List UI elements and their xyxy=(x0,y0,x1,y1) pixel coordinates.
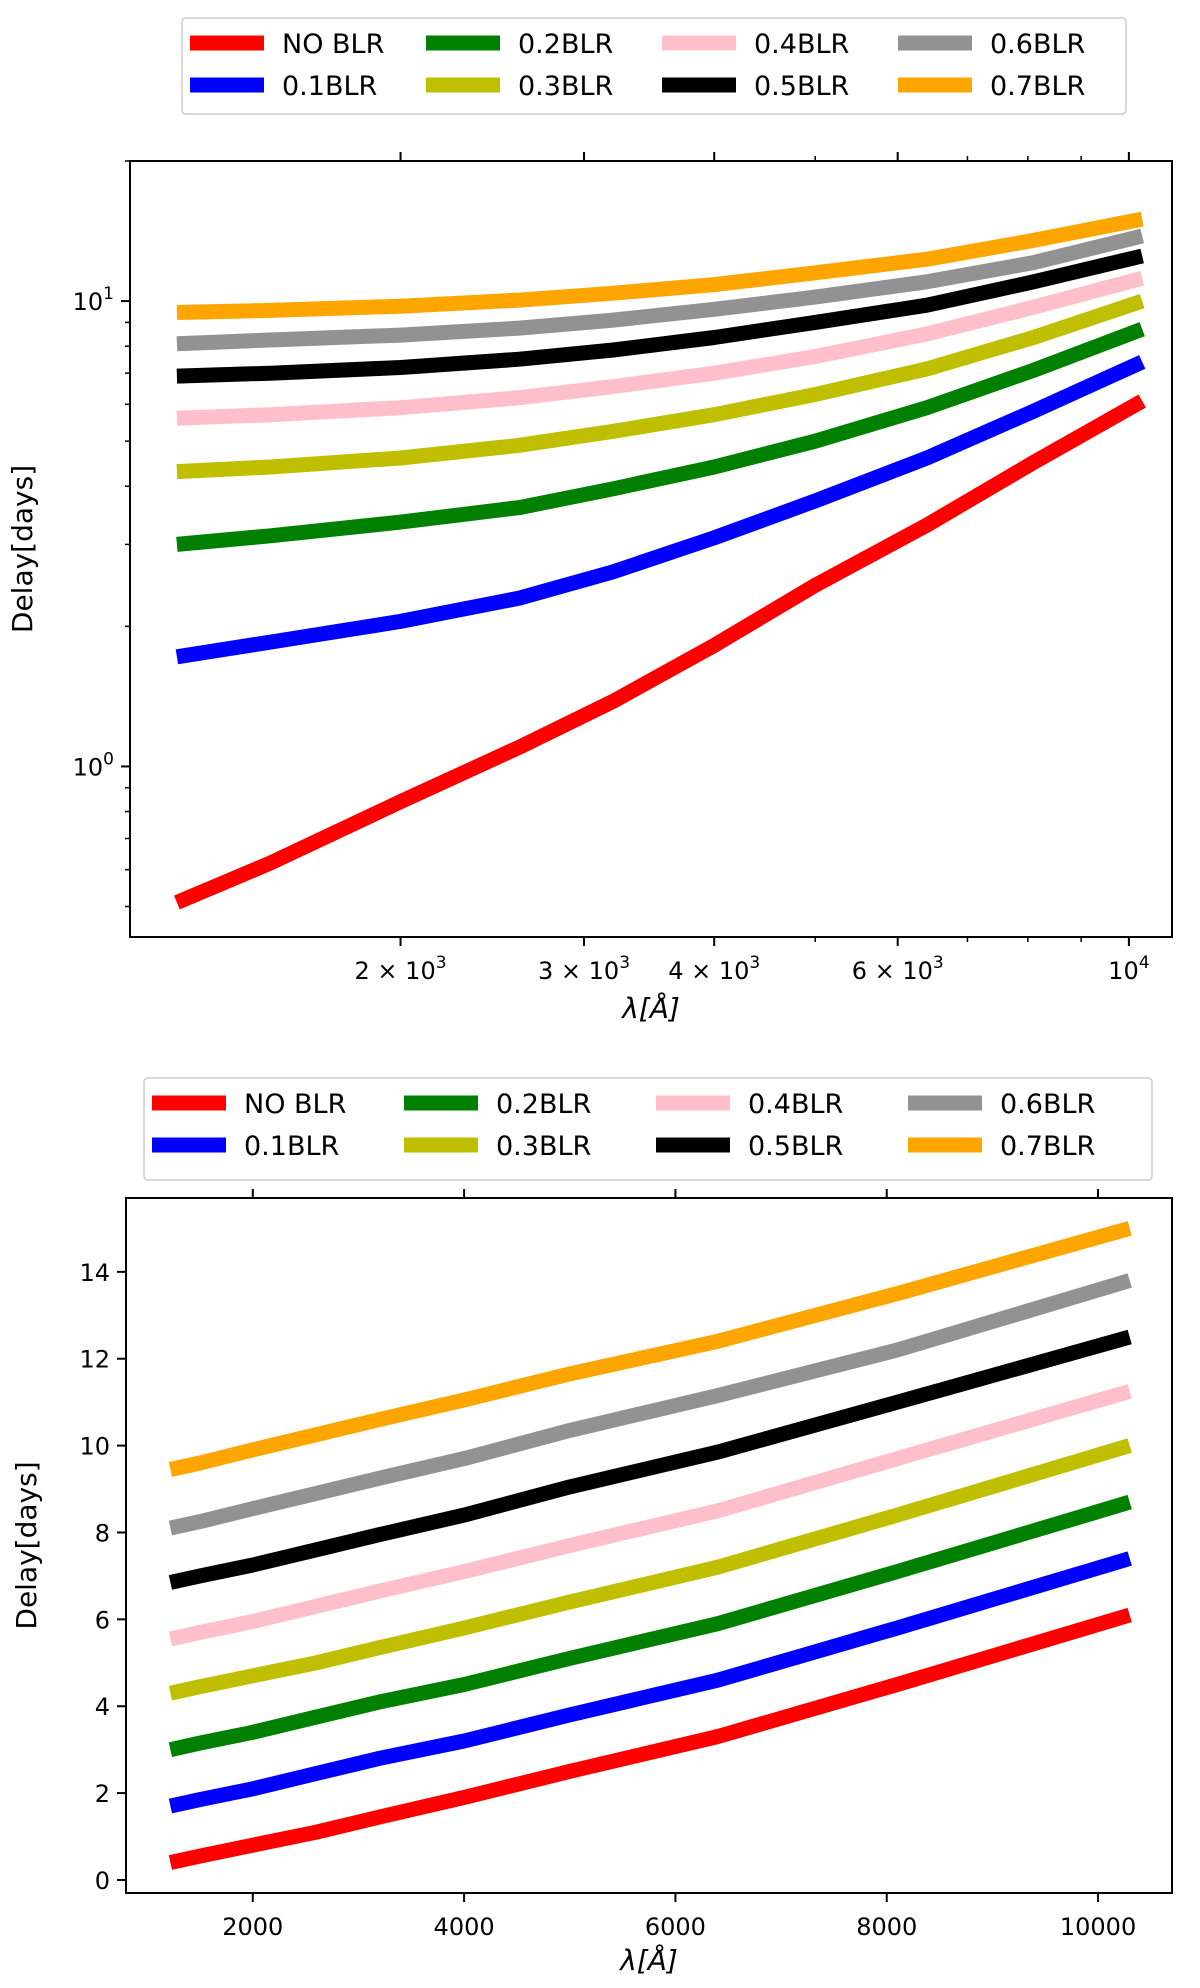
bottom-y-tick-label: 12 xyxy=(79,1346,110,1374)
top-series-line-0-5blr xyxy=(176,248,1144,384)
bottom-legend-label-0-5blr: 0.5BLR xyxy=(748,1131,843,1162)
top-x-tick-label: 4 × 103 xyxy=(668,953,760,985)
bottom-series-line-0-7blr xyxy=(168,1221,1132,1477)
top-series-line-0-3blr xyxy=(176,293,1145,480)
bottom-y-axis-label: Delay[days] xyxy=(10,1461,43,1629)
top-legend: NO BLR 0.1BLR 0.2BLR 0.3BLR 0.4BLR 0.5BLR 0.6B… xyxy=(181,17,1127,115)
bottom-y-tick-label: 6 xyxy=(95,1606,110,1634)
bottom-legend-label-0-7blr: 0.7BLR xyxy=(1000,1131,1095,1162)
top-x-tick-label: 6 × 103 xyxy=(852,953,944,985)
bottom-x-tick-label: 4000 xyxy=(434,1913,495,1941)
top-x-axis-label: λ[Å] xyxy=(620,991,680,1025)
bottom-series-line-0-3blr xyxy=(168,1438,1132,1701)
bottom-series-line-0-6blr xyxy=(168,1273,1132,1536)
bottom-legend: NO BLR 0.1BLR 0.2BLR 0.3BLR 0.4BLR 0.5BLR 0.6B… xyxy=(143,1077,1153,1181)
bottom-y-tick-label: 0 xyxy=(95,1867,110,1895)
bottom-series-line-0-1blr xyxy=(168,1551,1132,1814)
top-series-line-0-7blr xyxy=(176,211,1144,320)
top-legend-label-0-1blr: 0.1BLR xyxy=(282,71,377,102)
bottom-series-line-0-4blr xyxy=(168,1384,1132,1647)
bottom-y-tick-label: 10 xyxy=(79,1433,110,1461)
top-legend-label-0-6blr: 0.6BLR xyxy=(990,29,1085,60)
top-x-tick-label: 104 xyxy=(1108,953,1149,985)
top-x-tick-label: 2 × 103 xyxy=(355,953,447,985)
bottom-y-tick-label: 2 xyxy=(95,1780,110,1808)
bottom-x-tick-label: 10000 xyxy=(1060,1913,1136,1941)
bottom-legend-label-0-1blr: 0.1BLR xyxy=(244,1131,339,1162)
top-y-tick-label: 101 xyxy=(73,284,114,316)
top-y-axis-label: Delay[days] xyxy=(6,465,39,633)
bottom-legend-label-0-3blr: 0.3BLR xyxy=(496,1131,591,1162)
top-chart: 2 × 103 3 × 103 4 × 103 6 × 103 104 100 101 λ[Å… xyxy=(6,17,1173,1025)
top-legend-label-0-5blr: 0.5BLR xyxy=(754,71,849,102)
top-series-line-no-blr xyxy=(173,394,1146,910)
top-plot-frame xyxy=(129,160,1173,938)
bottom-legend-label-0-4blr: 0.4BLR xyxy=(748,1089,843,1120)
bottom-legend-label-0-6blr: 0.6BLR xyxy=(1000,1089,1095,1120)
bottom-x-tick-label: 6000 xyxy=(645,1913,706,1941)
top-series-line-0-4blr xyxy=(176,270,1145,426)
top-legend-label-no-blr: NO BLR xyxy=(282,29,384,60)
top-x-tick-label: 3 × 103 xyxy=(538,953,630,985)
bottom-x-axis-label: λ[Å] xyxy=(618,1943,678,1977)
top-legend-label-0-4blr: 0.4BLR xyxy=(754,29,849,60)
bottom-series-line-0-2blr xyxy=(168,1494,1132,1758)
top-legend-label-0-2blr: 0.2BLR xyxy=(518,29,613,60)
top-legend-label-0-7blr: 0.7BLR xyxy=(990,71,1085,102)
bottom-plot-frame xyxy=(125,1197,1173,1894)
bottom-y-tick-label: 8 xyxy=(95,1519,110,1547)
bottom-legend-label-0-2blr: 0.2BLR xyxy=(496,1089,591,1120)
bottom-y-tick-label: 4 xyxy=(95,1693,110,1721)
bottom-series-line-0-5blr xyxy=(168,1329,1132,1590)
top-y-tick-label: 100 xyxy=(73,749,114,781)
top-legend-label-0-3blr: 0.3BLR xyxy=(518,71,613,102)
bottom-y-tick-label: 14 xyxy=(79,1259,110,1287)
bottom-x-tick-label: 2000 xyxy=(222,1913,283,1941)
bottom-legend-box xyxy=(143,1077,1153,1181)
top-legend-box xyxy=(181,17,1127,115)
bottom-series-line-no-blr xyxy=(168,1607,1132,1870)
bottom-legend-label-no-blr: NO BLR xyxy=(244,1089,346,1120)
bottom-chart: 2000 4000 6000 8000 10000 0 2 4 6 8 10 12 14 λ[Å] Dela… xyxy=(10,1077,1173,1977)
bottom-x-tick-label: 8000 xyxy=(856,1913,917,1941)
top-series-line-0-2blr xyxy=(176,322,1145,552)
top-series-line-0-6blr xyxy=(176,228,1144,352)
top-series-line-0-1blr xyxy=(175,355,1146,665)
